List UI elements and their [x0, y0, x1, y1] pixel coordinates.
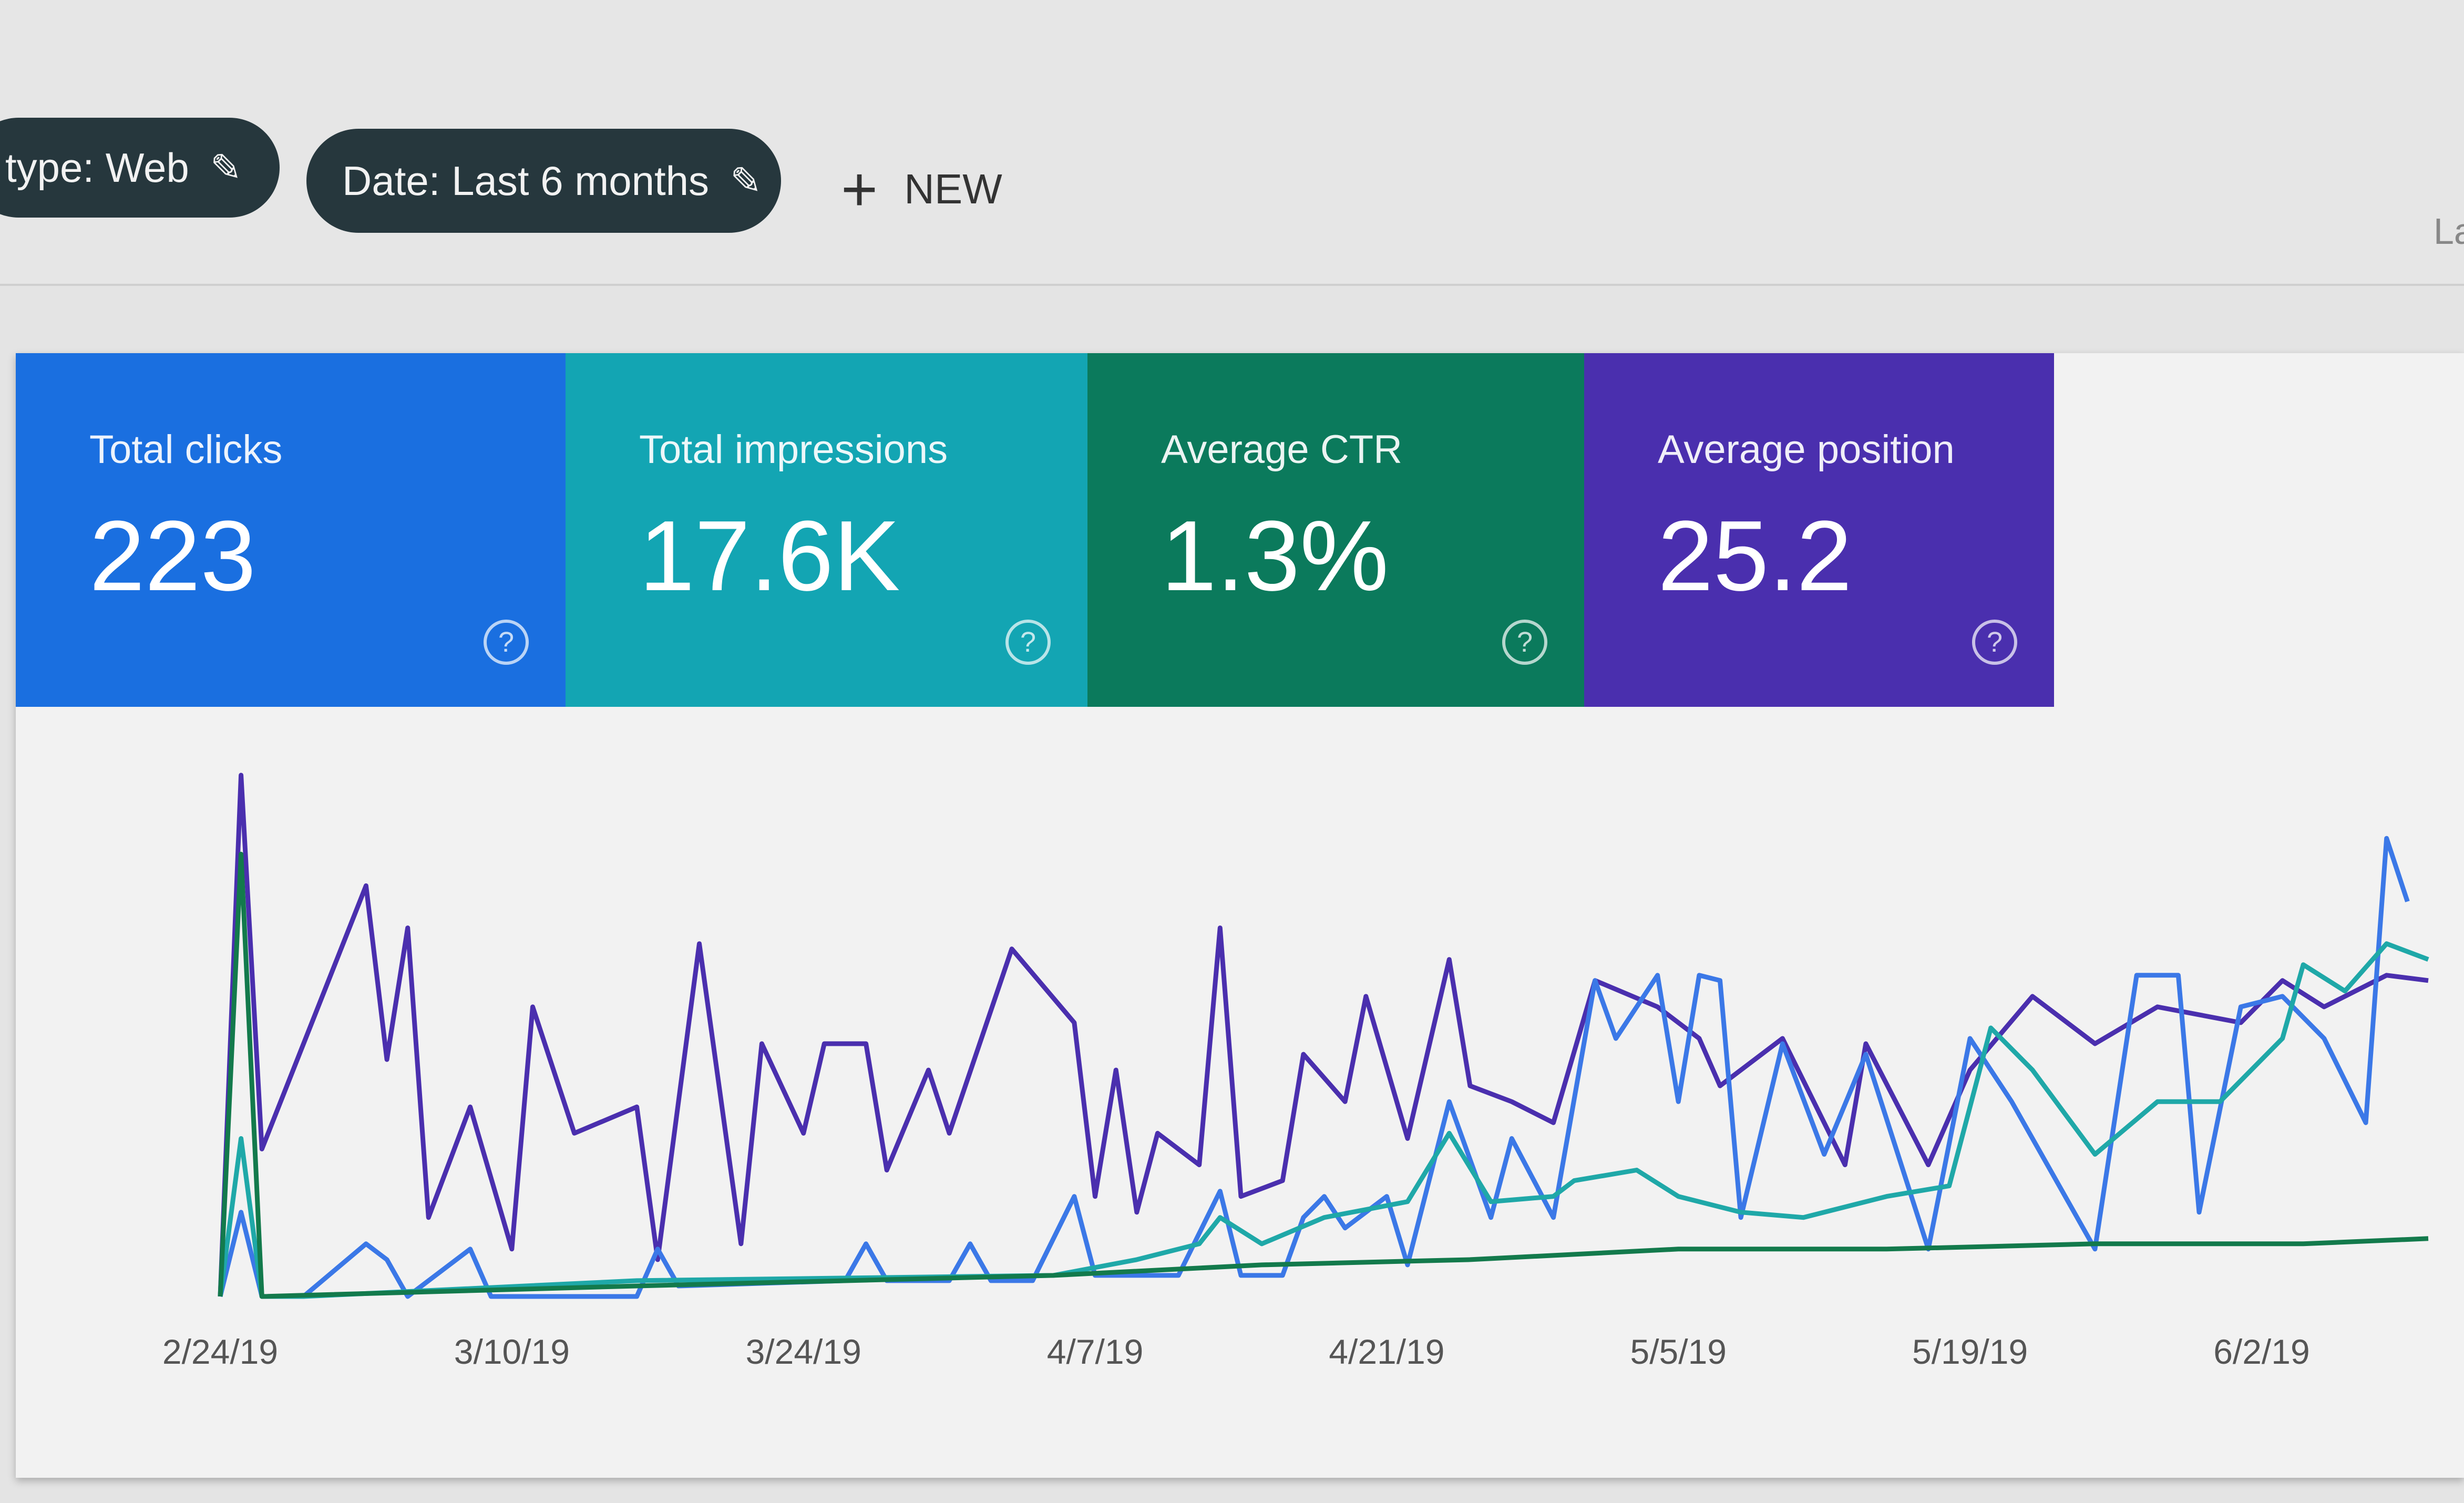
- card-average-ctr[interactable]: Average CTR 1.3% ?: [1087, 353, 1584, 707]
- card-total-impressions[interactable]: Total impressions 17.6K ?: [566, 353, 1087, 707]
- card-value: 1.3%: [1161, 500, 1389, 612]
- card-label: Average position: [1658, 427, 1955, 472]
- x-tick-label: 5/5/19: [1630, 1332, 1727, 1371]
- chip-label: Date: Last 6 months: [342, 157, 710, 204]
- card-label: Total clicks: [89, 427, 283, 472]
- help-circle-icon[interactable]: ?: [1005, 620, 1051, 665]
- help-circle-icon[interactable]: ?: [1972, 620, 2017, 665]
- x-tick-label: 3/10/19: [454, 1332, 570, 1371]
- new-label: NEW: [904, 166, 1002, 212]
- card-label: Average CTR: [1161, 427, 1403, 472]
- x-tick-label: 6/2/19: [2213, 1332, 2310, 1371]
- plus-icon: +: [841, 154, 878, 224]
- x-tick-label: 4/21/19: [1329, 1332, 1444, 1371]
- chip-label: type: Web: [5, 144, 189, 191]
- card-value: 25.2: [1658, 500, 1852, 612]
- pencil-icon[interactable]: ✎: [730, 160, 762, 202]
- x-tick-label: 2/24/19: [162, 1332, 278, 1371]
- card-total-clicks[interactable]: Total clicks 223 ?: [16, 353, 566, 707]
- card-label: Total impressions: [639, 427, 948, 472]
- new-filter-button[interactable]: + NEW: [841, 154, 1002, 224]
- search-type-filter-chip[interactable]: type: Web ✎: [0, 118, 280, 218]
- x-tick-label: 4/7/19: [1047, 1332, 1144, 1371]
- card-value: 223: [89, 500, 256, 612]
- cut-off-label: La: [2434, 211, 2464, 252]
- date-filter-chip[interactable]: Date: Last 6 months ✎: [306, 129, 781, 233]
- x-tick-label: 5/19/19: [1912, 1332, 2028, 1371]
- series-line-4: [218, 851, 2429, 1299]
- pencil-icon[interactable]: ✎: [210, 147, 242, 189]
- help-circle-icon[interactable]: ?: [484, 620, 529, 665]
- series-line-1: [218, 773, 2429, 1297]
- x-tick-label: 3/24/19: [746, 1332, 861, 1371]
- card-value: 17.6K: [639, 500, 900, 612]
- card-average-position[interactable]: Average position 25.2 ?: [1584, 353, 2054, 707]
- help-circle-icon[interactable]: ?: [1502, 620, 1547, 665]
